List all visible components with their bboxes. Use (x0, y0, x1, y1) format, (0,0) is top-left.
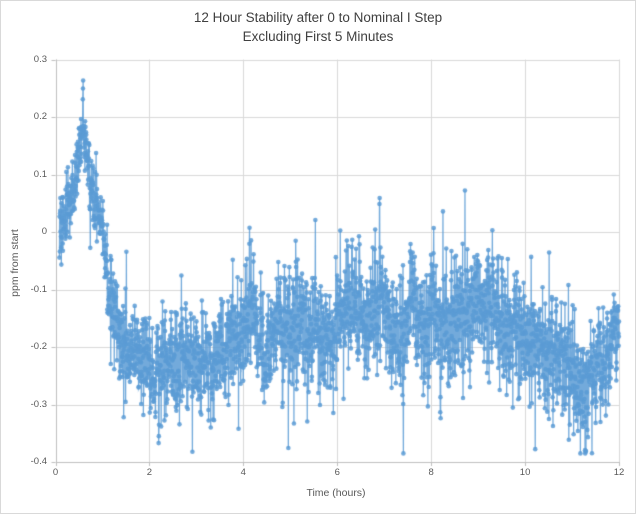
y-tick-label: 0 (41, 226, 47, 237)
x-tick-label: 8 (428, 467, 434, 478)
y-tick-label: -0.1 (30, 283, 47, 295)
y-axis-title: ppm from start (9, 229, 21, 297)
chart-title-line-1: 12 Hour Stability after 0 to Nominal I S… (193, 10, 443, 25)
x-tick-label: 10 (519, 467, 531, 478)
x-tick-label: 2 (146, 467, 153, 478)
chart-title-line-2: Excluding First 5 Minutes (242, 29, 394, 44)
y-tick-label: -0.3 (30, 398, 47, 410)
y-tick-label: 0.3 (33, 53, 47, 65)
y-tick-label: 0.2 (33, 111, 47, 122)
x-tick-label: 4 (240, 467, 246, 478)
x-tick-label: 6 (334, 467, 340, 478)
y-tick-label: 0.1 (33, 168, 47, 180)
chart-title: 12 Hour Stability after 0 to Nominal I S… (1, 8, 635, 46)
y-tick-label: -0.2 (30, 341, 47, 352)
x-axis-title: Time (hours) (306, 487, 366, 499)
x-tick-label: 12 (613, 467, 625, 478)
x-tick-label: 0 (52, 467, 59, 478)
y-tick-label: -0.4 (30, 456, 47, 467)
